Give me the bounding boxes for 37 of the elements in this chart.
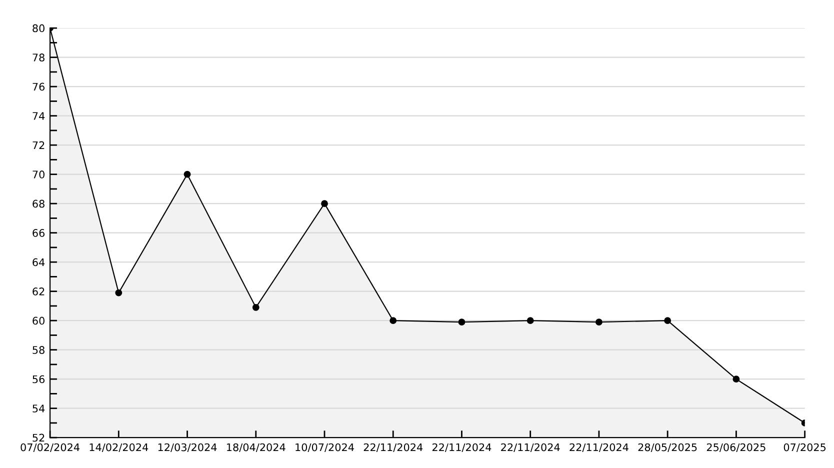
x-tick-label: 25/06/2025 — [706, 443, 766, 452]
y-tick-label: 54 — [32, 404, 45, 412]
x-tick-label: 22/11/2024 — [570, 443, 628, 452]
point — [595, 318, 602, 326]
y-tick-label: 72 — [32, 141, 44, 150]
x-tick-label: 22/11/2024 — [364, 443, 423, 452]
x-tick-label: 28/05/2025 — [638, 443, 697, 452]
point — [184, 170, 191, 178]
y-tick-label: 70 — [32, 170, 44, 178]
x-tick-label: 07/2025 — [784, 443, 826, 452]
y-tick-label: 56 — [32, 375, 45, 384]
y-tick-label: 52 — [32, 434, 44, 442]
y-tick-label: 64 — [32, 258, 45, 266]
y-tick-label: 76 — [32, 82, 45, 91]
x-tick-label: 22/11/2024 — [432, 443, 492, 452]
x-tick-label: 07/02/2024 — [20, 443, 80, 452]
y-tick-label: 66 — [32, 229, 45, 237]
y-tick-label: 58 — [32, 346, 44, 354]
y-tick-label: 68 — [32, 200, 44, 208]
x-tick-label: 18/04/2024 — [227, 443, 286, 452]
point — [458, 318, 466, 326]
y-tick-label: 78 — [32, 54, 44, 62]
point — [664, 317, 672, 324]
x-tick-label: 14/02/2024 — [90, 443, 148, 452]
point — [252, 304, 260, 311]
point — [732, 376, 740, 383]
y-tick-label: 74 — [32, 112, 45, 120]
point — [115, 289, 122, 296]
x-tick-label: 22/11/2024 — [501, 443, 560, 452]
y-tick-label: 60 — [32, 316, 44, 325]
point — [526, 317, 534, 324]
x-tick-label: 12/03/2024 — [158, 443, 217, 452]
point — [390, 317, 397, 324]
y-tick-label: 80 — [32, 24, 44, 32]
y-tick-label: 62 — [32, 288, 44, 296]
x-tick-label: 10/07/2024 — [296, 443, 354, 452]
point — [321, 200, 328, 208]
